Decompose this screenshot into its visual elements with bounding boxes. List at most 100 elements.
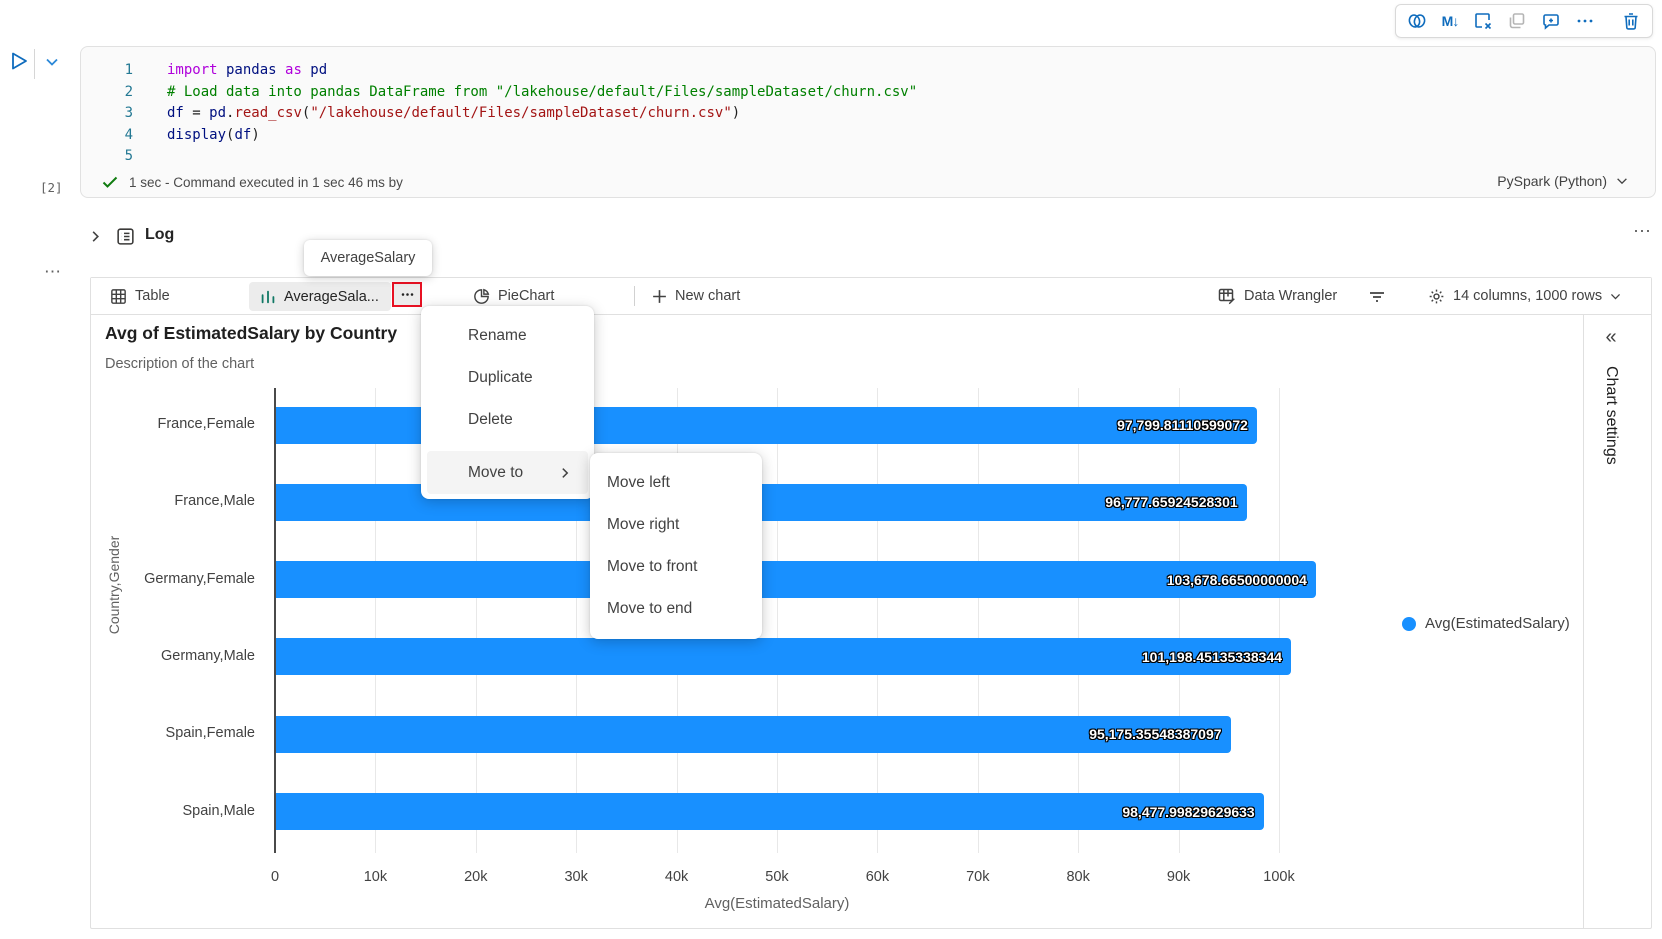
kernel-selector[interactable]: PySpark (Python)	[1497, 173, 1629, 189]
y-axis-title: Country,Gender	[106, 535, 122, 635]
tab-average-label: AverageSala...	[284, 288, 379, 305]
tab-pie-label: PieChart	[498, 288, 555, 304]
x-tick-label: 100k	[1263, 869, 1295, 885]
move-to-submenu: Move left Move right Move to front Move to …	[590, 453, 762, 639]
bar-spain-female: 95,175.35548387097	[275, 715, 1231, 753]
x-tick-label: 0	[270, 869, 280, 885]
bar-spain-male: 98,477.99829629633	[275, 793, 1264, 830]
plus-icon	[653, 289, 666, 303]
gutter-more-icon[interactable]: ⋯	[44, 262, 62, 281]
chart-settings-panel-title[interactable]: Chart settings	[1603, 366, 1620, 465]
run-options-chevron-icon[interactable]	[44, 54, 60, 75]
trash-icon[interactable]	[1621, 11, 1641, 32]
gear-icon	[1429, 289, 1444, 303]
copilot-icon[interactable]	[1407, 11, 1427, 32]
menu-item-delete[interactable]: Delete	[468, 411, 513, 428]
submenu-item-move-to-front[interactable]: Move to front	[607, 558, 698, 575]
log-more-icon[interactable]: ⋯	[1633, 221, 1652, 241]
more-options-icon[interactable]	[1575, 11, 1595, 32]
table-icon	[111, 288, 126, 304]
delete-cell-icon[interactable]	[1473, 11, 1493, 32]
menu-item-rename[interactable]: Rename	[468, 327, 527, 344]
y-axis-line	[274, 388, 276, 853]
bar-value-label: 101,198.45135338344	[1141, 648, 1283, 665]
line-number: 1	[124, 62, 133, 78]
code-cell[interactable]: 1 import pandas as pd 2 # Load data into pa…	[80, 46, 1656, 198]
chart-tab-more-button[interactable]	[392, 282, 422, 307]
y-category-label: Germany,Male	[160, 647, 255, 664]
chart-title: Avg of EstimatedSalary by Country	[105, 323, 398, 343]
data-wrangler-label: Data Wrangler	[1244, 288, 1338, 304]
tab-pie-chart[interactable]: PieChart	[472, 278, 554, 314]
y-category-label: Germany,Female	[144, 570, 255, 587]
bar-value-label: 97,799.81110599072	[1117, 417, 1248, 433]
y-category-label: Spain,Female	[165, 725, 255, 742]
gridline	[475, 388, 477, 853]
columns-rows-selector[interactable]: 14 columns, 1000 rows	[1427, 278, 1622, 314]
code-line[interactable]: 4 display(df)	[81, 125, 1655, 147]
filter-icon	[1370, 292, 1384, 302]
tab-table-label: Table	[135, 288, 170, 304]
legend-label: Avg(EstimatedSalary)	[1425, 615, 1570, 632]
code-line[interactable]: 3 df = pd.read_csv("/lakehouse/default/Fi…	[81, 103, 1655, 125]
code-line[interactable]: 1 import pandas as pd	[81, 60, 1655, 82]
x-tick-label: 50k	[765, 869, 789, 885]
add-comment-icon[interactable]	[1541, 11, 1561, 32]
line-number: 5	[124, 148, 133, 164]
x-tick-label: 70k	[966, 869, 990, 885]
submenu-item-move-right[interactable]: Move right	[607, 516, 680, 533]
bar-value-label: 103,678.66500000004	[1166, 571, 1307, 588]
y-category-label: France,Male	[174, 493, 255, 510]
gridline	[375, 388, 377, 853]
gridline	[1078, 388, 1080, 853]
tab-tooltip: AverageSalary	[304, 240, 432, 276]
new-chart-button[interactable]: New chart	[651, 278, 740, 314]
x-tick-label: 30k	[564, 869, 588, 885]
move-to-label: Move to	[468, 463, 524, 481]
chart-output-card: Table AverageSala... PieChart New chart …	[90, 277, 1652, 929]
log-expand-chevron-icon[interactable]	[88, 229, 103, 249]
tab-average-salary[interactable]: AverageSala...	[249, 282, 391, 311]
code-text: import pandas as pd	[167, 62, 328, 78]
convert-to-markdown-icon[interactable]: M↓	[1441, 13, 1460, 29]
settings-rail-divider	[1583, 314, 1584, 928]
code-editor[interactable]: 1 import pandas as pd 2 # Load data into pa…	[81, 60, 1655, 168]
bar-germany-male: 101,198.45135338344	[275, 638, 1292, 676]
x-tick-label: 10k	[363, 869, 388, 885]
cell-toolbar: M↓	[1395, 4, 1653, 38]
code-text: display(df)	[167, 126, 260, 143]
tab-table[interactable]: Table	[109, 278, 170, 314]
cell-status-text: 1 sec - Command executed in 1 sec 46 ms …	[129, 174, 403, 190]
bar-chart-icon	[261, 290, 275, 303]
log-section-label: Log	[145, 226, 175, 243]
x-tick-label: 20k	[464, 869, 488, 885]
gutter-divider	[34, 49, 35, 79]
execution-count: [2]	[40, 180, 63, 195]
code-text: # Load data into pandas DataFrame from "…	[167, 83, 918, 100]
collapse-panel-icon[interactable]: «	[1605, 325, 1617, 348]
bar-value-label: 95,175.35548387097	[1089, 726, 1222, 743]
chart-context-menu: Rename Duplicate Delete Move to	[421, 306, 594, 499]
cell-status: 1 sec - Command executed in 1 sec 46 ms …	[101, 173, 403, 191]
submenu-item-move-to-end[interactable]: Move to end	[607, 600, 693, 617]
gridline	[1279, 388, 1280, 853]
gridline	[1178, 388, 1180, 853]
x-axis-title: Avg(EstimatedSalary)	[704, 895, 850, 912]
menu-item-duplicate[interactable]: Duplicate	[468, 369, 533, 386]
gridline	[977, 388, 979, 853]
filter-button[interactable]	[1367, 278, 1387, 314]
success-check-icon	[101, 173, 119, 191]
menu-item-move-to[interactable]: Move to	[427, 451, 588, 494]
bar-value-label: 98,477.99829629633	[1122, 803, 1255, 820]
tab-divider	[634, 286, 635, 306]
line-number: 4	[124, 126, 133, 143]
submenu-item-move-left[interactable]: Move left	[607, 474, 670, 491]
run-cell-button[interactable]	[8, 50, 30, 74]
gridline	[777, 388, 778, 853]
code-line[interactable]: 5	[81, 146, 1655, 168]
code-line[interactable]: 2 # Load data into pandas DataFrame from …	[81, 82, 1655, 104]
x-tick-label: 80k	[1066, 869, 1090, 885]
data-wrangler-button[interactable]: Data Wrangler	[1217, 278, 1337, 314]
pie-chart-icon	[474, 288, 490, 304]
